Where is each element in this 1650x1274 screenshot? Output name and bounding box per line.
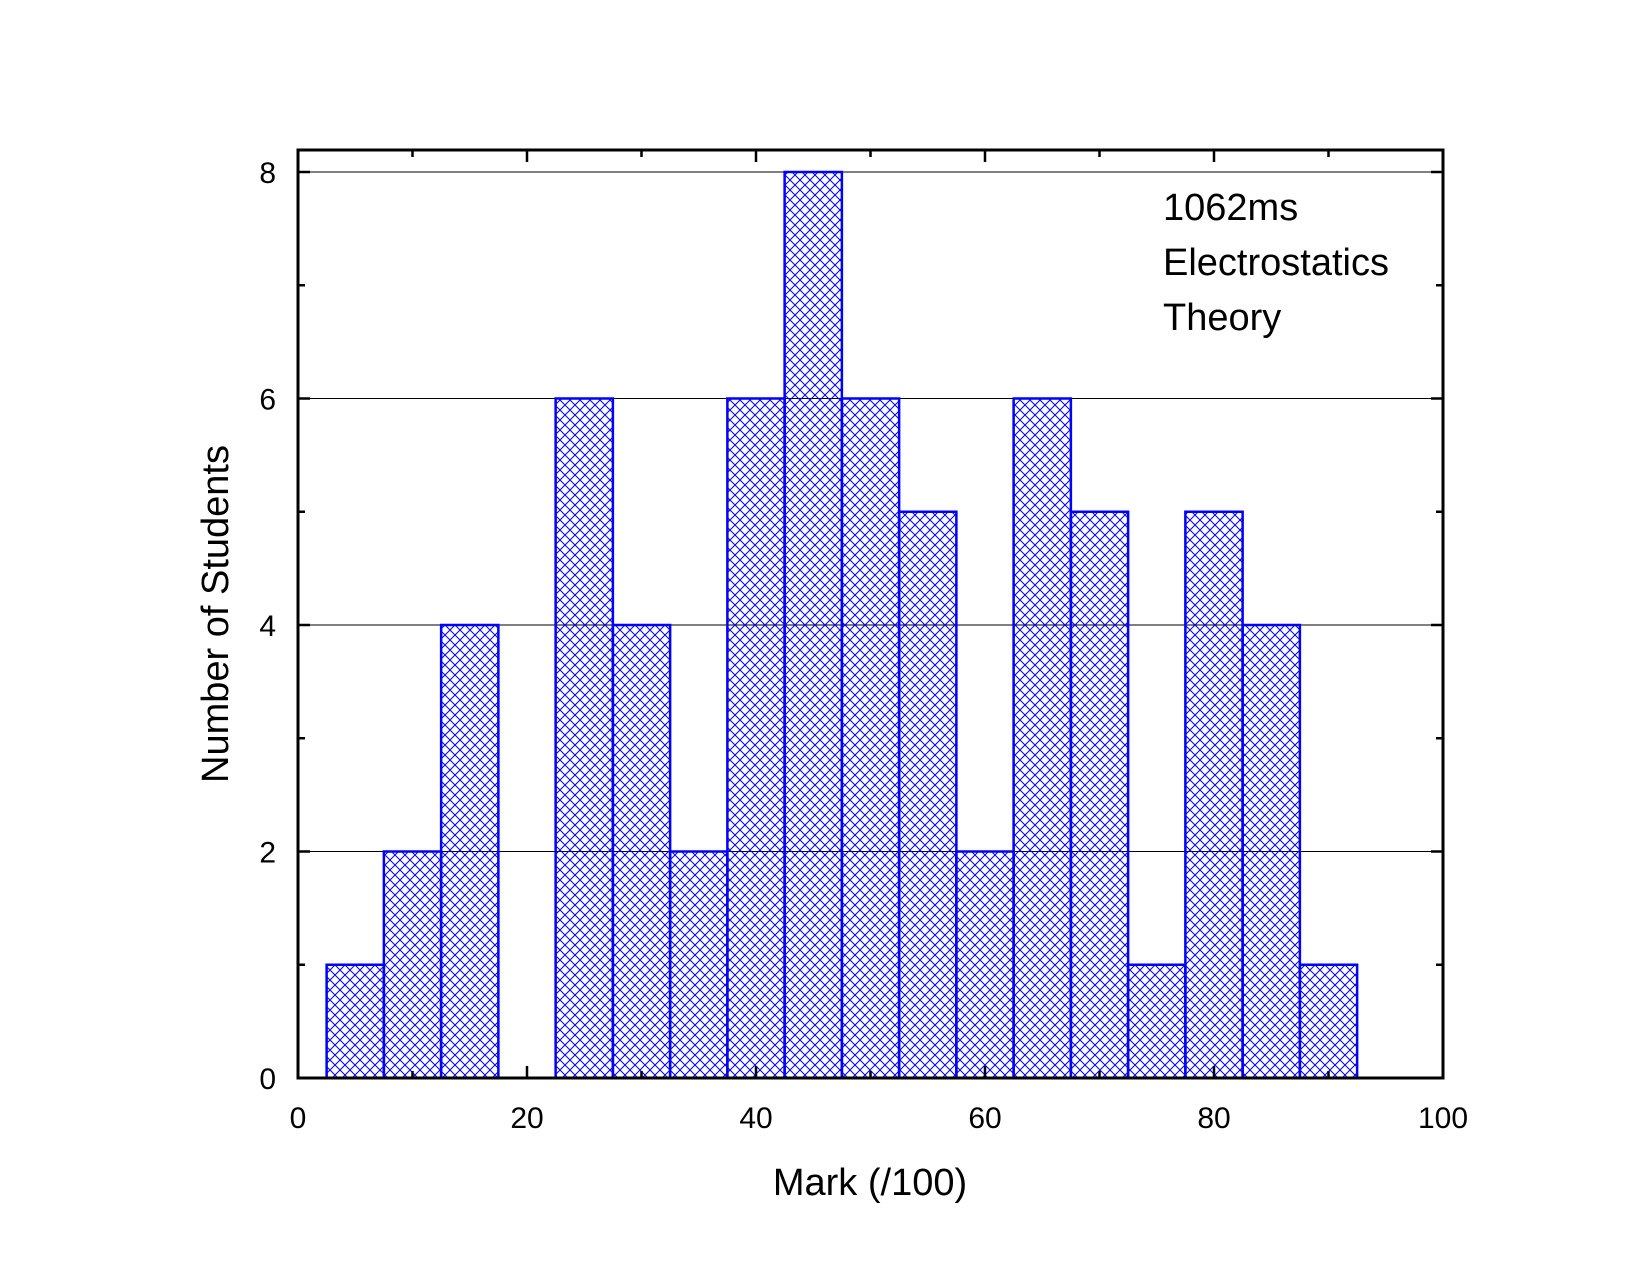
x-tick-labels: 0 20 40 60 80 100 (290, 1102, 1468, 1135)
x-axis-title: Mark (/100) (773, 1162, 967, 1204)
histogram-bar (554, 397, 615, 1080)
histogram-bar (382, 850, 443, 1080)
annotation-line-1: 1062ms (1163, 187, 1298, 229)
annotation-line-2: Electrostatics (1163, 242, 1389, 284)
y-tick-label: 8 (259, 157, 276, 190)
histogram-bar (1184, 510, 1244, 1080)
histogram-bar (439, 623, 500, 1080)
annotation-line-3: Theory (1163, 297, 1281, 339)
y-tick-labels: 0 2 4 6 8 (259, 157, 276, 1096)
histogram-bar (955, 850, 1015, 1080)
histogram-bar (1241, 623, 1302, 1080)
histogram-bar (611, 623, 672, 1080)
histogram-bar (668, 850, 729, 1080)
x-tick-label: 40 (739, 1102, 772, 1135)
histogram-bar (1069, 510, 1130, 1080)
y-tick-label: 6 (259, 384, 276, 417)
histogram-bar (726, 397, 786, 1080)
x-tick-label: 20 (510, 1102, 543, 1135)
x-tick-label: 0 (290, 1102, 307, 1135)
histogram-bar (1126, 963, 1187, 1080)
histogram-bar (897, 510, 958, 1080)
histogram-bar (325, 963, 386, 1080)
histogram-bar (1298, 963, 1359, 1080)
y-tick-label: 2 (259, 837, 276, 870)
histogram-bar (1012, 397, 1073, 1080)
histogram-bar (783, 170, 844, 1080)
axis-ticks (296, 150, 1445, 1080)
y-axis-title: Number of Students (195, 445, 237, 783)
histogram-bar (840, 397, 901, 1080)
y-tick-label: 4 (259, 610, 276, 643)
x-tick-label: 100 (1418, 1102, 1468, 1135)
x-tick-label: 80 (1197, 1102, 1230, 1135)
y-tick-label: 0 (259, 1063, 276, 1096)
x-tick-label: 60 (968, 1102, 1001, 1135)
bars (325, 170, 1359, 1080)
